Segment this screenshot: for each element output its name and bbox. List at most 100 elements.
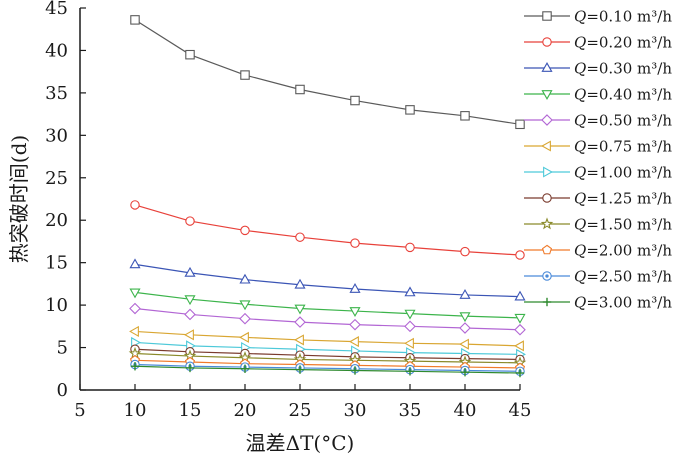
- data-point: [404, 286, 416, 297]
- data-point: [542, 297, 552, 307]
- data-point: [515, 368, 525, 378]
- series-line: [134, 204, 521, 256]
- series-line: [134, 341, 521, 355]
- legend-item: Q=0.75 m³/h: [524, 138, 672, 156]
- y-tick-label: 30: [45, 125, 68, 146]
- series-line: [134, 359, 521, 369]
- series-line: [134, 330, 521, 347]
- x-tick-label: 35: [399, 400, 422, 421]
- legend-item: Q=1.00 m³/h: [524, 164, 672, 182]
- data-point: [404, 320, 416, 333]
- legend-item: Q=0.10 m³/h: [524, 8, 672, 26]
- data-point: [541, 114, 553, 126]
- y-tick-label: 10: [45, 295, 68, 316]
- data-point: [239, 300, 251, 311]
- legend-label: Q=0.10 m³/h: [574, 8, 672, 26]
- data-point: [404, 309, 416, 320]
- data-point: [349, 318, 361, 331]
- series-3: [129, 258, 526, 301]
- data-point: [184, 295, 196, 306]
- data-point: [129, 302, 141, 315]
- y-tick-label: 15: [45, 253, 68, 274]
- data-point: [350, 366, 360, 375]
- x-axis-title: 温差ΔT(°C): [246, 431, 355, 455]
- data-point: [514, 313, 526, 324]
- data-point: [541, 140, 551, 152]
- data-point: [239, 312, 251, 325]
- data-point: [129, 325, 139, 337]
- data-point: [542, 11, 552, 21]
- data-point: [349, 307, 361, 318]
- data-point: [514, 323, 526, 336]
- legend-label: Q=2.00 m³/h: [574, 242, 672, 260]
- data-point: [294, 278, 306, 289]
- data-point: [240, 225, 250, 236]
- legend-label: Q=1.50 m³/h: [574, 216, 672, 234]
- series-line: [134, 365, 521, 374]
- legend-item: Q=0.50 m³/h: [524, 112, 672, 130]
- data-point: [295, 232, 305, 242]
- data-point: [350, 238, 360, 248]
- data-point: [459, 338, 469, 350]
- x-tick-label: 10: [124, 400, 147, 421]
- data-point: [130, 15, 140, 25]
- data-point: [294, 316, 306, 328]
- marker-dot: [545, 274, 549, 278]
- data-point: [542, 271, 552, 281]
- data-point: [185, 363, 195, 373]
- data-point: [542, 37, 552, 47]
- data-point: [350, 95, 360, 106]
- legend-item: Q=2.50 m³/h: [524, 268, 672, 286]
- y-tick-label: 25: [45, 168, 68, 189]
- y-tick-label: 20: [45, 210, 68, 231]
- x-tick-label: 40: [454, 400, 477, 421]
- x-tick-label: 45: [509, 400, 532, 421]
- legend-item: Q=3.00 m³/h: [524, 294, 672, 312]
- data-point: [239, 273, 251, 284]
- legend-item: Q=0.20 m³/h: [524, 34, 672, 52]
- legend-label: Q=3.00 m³/h: [574, 294, 672, 312]
- data-point: [130, 362, 140, 371]
- data-point: [130, 200, 140, 210]
- data-point: [405, 105, 415, 115]
- x-tick-label: 25: [289, 400, 312, 421]
- data-point: [184, 308, 196, 321]
- data-point: [185, 216, 195, 226]
- series-4: [129, 288, 526, 324]
- data-point: [349, 336, 359, 348]
- y-tick-label: 45: [45, 0, 68, 19]
- series-line: [134, 263, 521, 298]
- data-point: [129, 288, 141, 299]
- series-5: [129, 302, 526, 336]
- x-tick-label: 15: [179, 400, 202, 421]
- data-point: [514, 290, 526, 301]
- data-point: [185, 49, 195, 60]
- legend-item: Q=2.00 m³/h: [524, 242, 672, 260]
- data-point: [240, 364, 250, 373]
- data-point: [459, 322, 471, 334]
- legend-item: Q=0.30 m³/h: [524, 60, 672, 78]
- data-point: [515, 119, 525, 130]
- data-point: [184, 266, 196, 277]
- data-point: [541, 90, 553, 100]
- legend-label: Q=0.30 m³/h: [574, 60, 672, 78]
- data-point: [543, 166, 553, 178]
- data-point: [459, 312, 471, 323]
- data-point: [349, 283, 361, 293]
- x-tick-label: 5: [74, 400, 85, 421]
- legend: Q=0.10 m³/h Q=0.20 m³/h Q=0.30 m³/h Q=0.40 …: [524, 8, 672, 312]
- legend-item: Q=0.40 m³/h: [524, 86, 672, 104]
- y-tick-label: 40: [45, 40, 68, 61]
- legend-label: Q=1.00 m³/h: [574, 164, 672, 182]
- legend-item: Q=1.25 m³/h: [524, 190, 672, 208]
- data-point: [184, 329, 194, 341]
- y-tick-label: 35: [45, 83, 68, 104]
- series-2: [130, 200, 525, 260]
- data-point: [460, 246, 470, 257]
- data-point: [294, 304, 306, 315]
- data-point: [129, 258, 141, 269]
- data-point: [514, 340, 524, 352]
- data-point: [541, 244, 553, 255]
